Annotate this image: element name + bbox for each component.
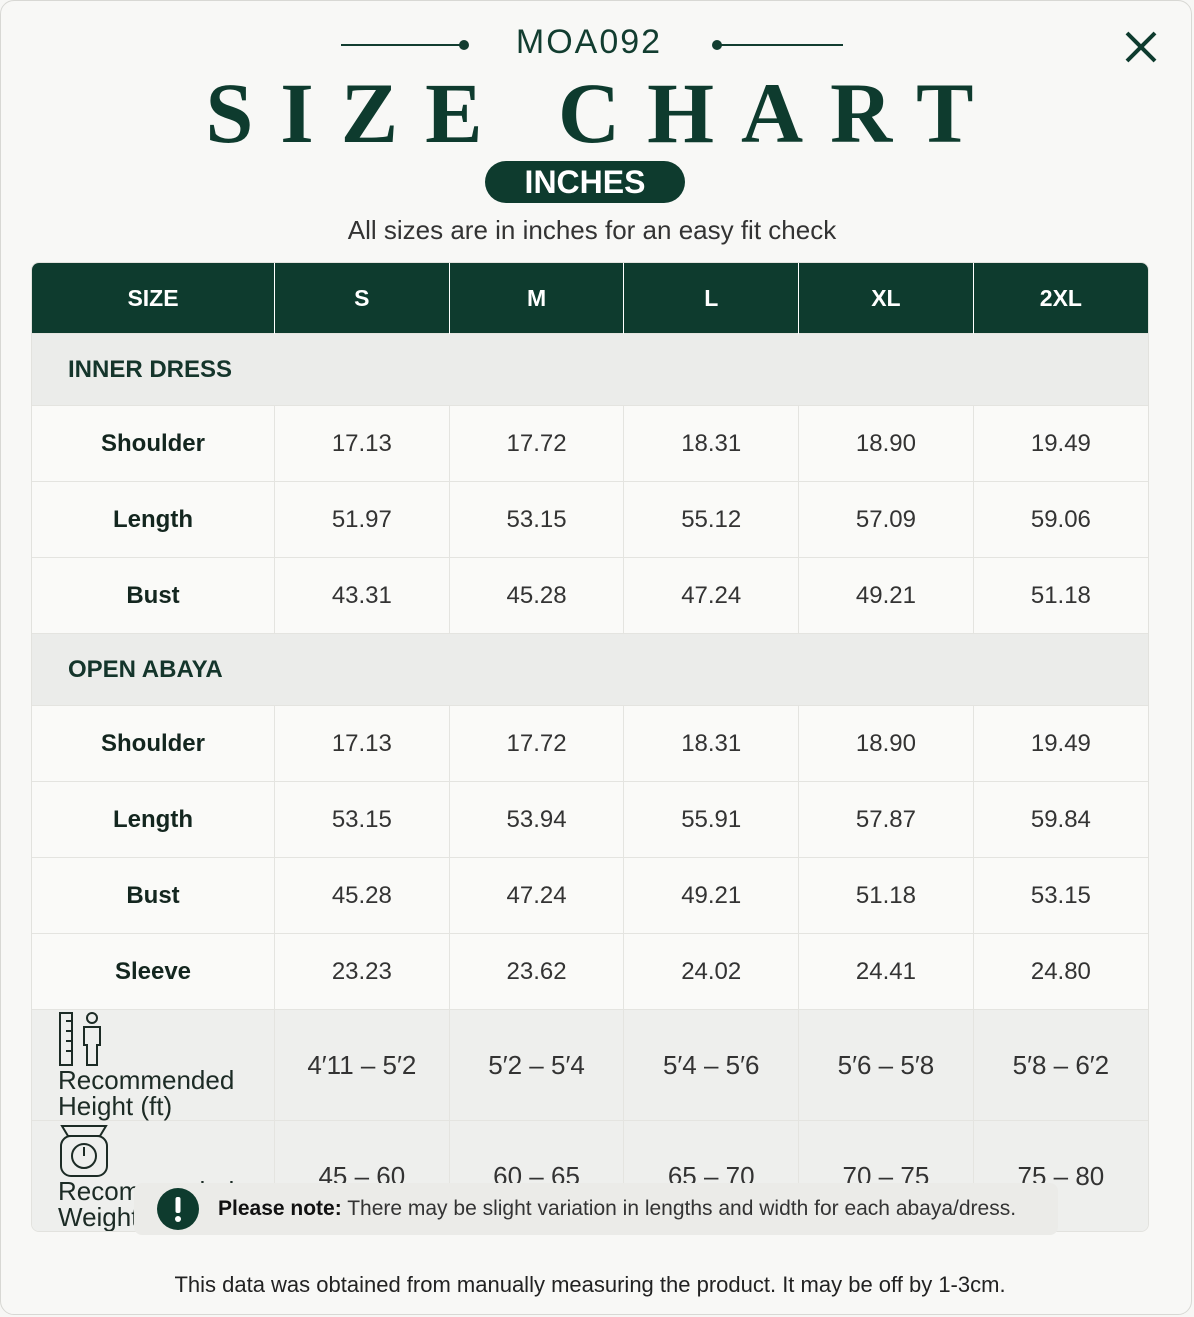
subtitle: All sizes are in inches for an easy fit … (347, 215, 837, 245)
row-label: Length (32, 781, 275, 858)
product-code: MOA092 (515, 23, 663, 61)
cell: 17.13 (274, 405, 450, 482)
close-button[interactable] (1123, 29, 1159, 65)
data-row: Bust 45.28 47.24 49.21 51.18 53.15 (32, 857, 1148, 934)
cell: 55.91 (623, 781, 799, 858)
column-header: 2XL (972, 263, 1148, 334)
cell: 19.49 (972, 405, 1148, 482)
cell: 45.28 (448, 557, 624, 634)
cell: 57.87 (798, 781, 974, 858)
section-title: OPEN ABAYA (32, 633, 1148, 706)
cell: 18.31 (623, 405, 799, 482)
cell: 55.12 (623, 481, 799, 558)
cell: 53.15 (274, 781, 450, 858)
header-row: SIZE S M L XL 2XL (32, 263, 1148, 334)
row-label: Recommended Height (ft) (32, 1009, 275, 1121)
data-row: Length 53.15 53.94 55.91 57.87 59.84 (32, 781, 1148, 858)
cell: 43.31 (274, 557, 450, 634)
section-row: OPEN ABAYA (32, 633, 1148, 706)
column-header: M (448, 263, 624, 334)
cell: 17.72 (448, 705, 624, 782)
cell: 24.02 (623, 933, 799, 1010)
cell: 59.06 (972, 481, 1148, 558)
cell: 57.09 (798, 481, 974, 558)
cell: 18.90 (798, 405, 974, 482)
unit-badge: INCHES (485, 161, 685, 203)
cell: 5′8 – 6′2 (972, 1009, 1148, 1121)
cell: 5′2 – 5′4 (448, 1009, 624, 1121)
cell: 24.41 (798, 933, 974, 1010)
row-label: RecommendedWeight (kg) (32, 1120, 275, 1231)
size-table: SIZE S M L XL 2XL INNER DRESS Shoulder 17.13 17.7… (31, 262, 1149, 1232)
cell: 19.49 (972, 705, 1148, 782)
note-box (134, 1183, 1058, 1235)
note: Please note: There may be slight variati… (218, 1197, 1016, 1221)
label-line: Recommended (58, 1065, 235, 1095)
cell: 18.31 (623, 705, 799, 782)
section-title: INNER DRESS (32, 333, 1148, 406)
label-lines: Recommended Height (ft) (58, 1067, 234, 1119)
column-header: L (623, 263, 799, 334)
column-header: XL (798, 263, 974, 334)
label-line: Height (ft) (58, 1091, 173, 1121)
cell: 23.62 (448, 933, 624, 1010)
note-text: There may be slight variation in lengths… (347, 1197, 1017, 1220)
icon (58, 1012, 118, 1066)
data-row: Shoulder 17.13 17.72 18.31 18.90 19.49 (32, 705, 1148, 782)
cell: 75 – 80 (972, 1120, 1148, 1231)
data-row: Shoulder 17.13 17.72 18.31 18.90 19.49 (32, 405, 1148, 482)
column-header: SIZE (32, 263, 275, 334)
cell: 47.24 (623, 557, 799, 634)
icon (58, 1125, 118, 1177)
row-label: Shoulder (32, 705, 275, 782)
note-label: Please note: (218, 1197, 342, 1220)
data-row: Length 51.97 53.15 55.12 57.09 59.06 (32, 481, 1148, 558)
data-row: Bust 43.31 45.28 47.24 49.21 51.18 (32, 557, 1148, 634)
cell: 53.94 (448, 781, 624, 858)
cell: 5′4 – 5′6 (623, 1009, 799, 1121)
cell: 4′11 – 5′2 (274, 1009, 450, 1121)
row-label: Sleeve (32, 933, 275, 1010)
cell: 24.80 (972, 933, 1148, 1010)
cell: 23.23 (274, 933, 450, 1010)
cell: 51.97 (274, 481, 450, 558)
cell: 18.90 (798, 705, 974, 782)
cell: 49.21 (798, 557, 974, 634)
cell: 17.72 (448, 405, 624, 482)
column-header: S (274, 263, 450, 334)
title: SIZE CHART (205, 65, 1001, 161)
section-row: INNER DRESS (32, 333, 1148, 406)
cell: 53.15 (972, 857, 1148, 934)
note-icon (157, 1188, 199, 1230)
row-label: Bust (32, 857, 275, 934)
cell: 17.13 (274, 705, 450, 782)
cell: 49.21 (623, 857, 799, 934)
cell: 53.15 (448, 481, 624, 558)
cell: 45.28 (274, 857, 450, 934)
footer: This data was obtained from manually mea… (174, 1272, 1006, 1297)
data-row: Sleeve 23.23 23.62 24.02 24.41 24.80 (32, 933, 1148, 1010)
cell: 59.84 (972, 781, 1148, 858)
row-label: Length (32, 481, 275, 558)
cell: 51.18 (798, 857, 974, 934)
cell: 51.18 (972, 557, 1148, 634)
recommended-row: Recommended Height (ft) 4′11 – 5′2 5′2 – 5′… (32, 1009, 1148, 1121)
decor (341, 40, 843, 50)
cell: 5′6 – 5′8 (798, 1009, 974, 1121)
row-label: Shoulder (32, 405, 275, 482)
cell: 47.24 (448, 857, 624, 934)
row-label: Bust (32, 557, 275, 634)
